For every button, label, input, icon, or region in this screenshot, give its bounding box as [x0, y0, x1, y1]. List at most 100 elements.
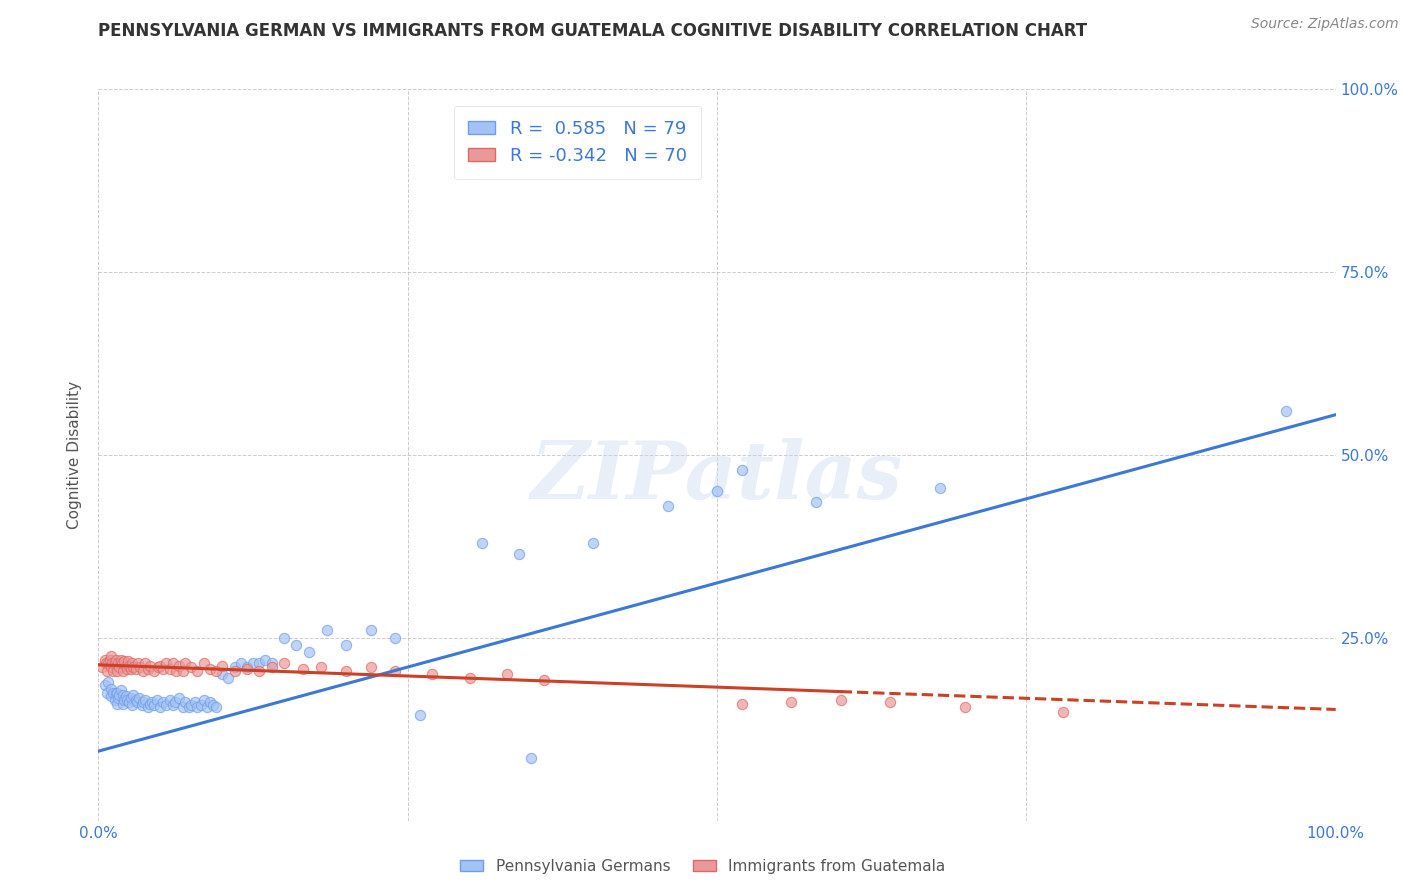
Point: [124, 693, 146, 707]
Point: [118, 695, 141, 709]
Point: [114, 658, 136, 673]
Point: [97, 674, 120, 689]
Point: [167, 690, 190, 705]
Point: [193, 693, 215, 707]
Point: [159, 693, 181, 707]
Point: [131, 698, 153, 712]
Point: [533, 673, 555, 688]
Point: [731, 697, 754, 711]
Point: [224, 664, 246, 678]
Point: [236, 660, 259, 674]
Point: [198, 661, 221, 675]
Point: [198, 695, 221, 709]
Point: [121, 698, 143, 712]
Point: [118, 658, 141, 673]
Point: [508, 547, 530, 561]
Point: [298, 645, 321, 659]
Point: [180, 698, 202, 712]
Point: [143, 698, 166, 712]
Point: [155, 698, 177, 712]
Point: [384, 664, 406, 678]
Point: [360, 624, 382, 638]
Point: [159, 661, 181, 675]
Point: [162, 698, 184, 712]
Point: [247, 664, 270, 678]
Point: [316, 624, 339, 638]
Point: [217, 671, 239, 685]
Point: [291, 661, 314, 675]
Point: [117, 654, 139, 668]
Point: [879, 695, 901, 709]
Point: [100, 660, 122, 674]
Point: [1275, 404, 1298, 418]
Point: [495, 667, 517, 681]
Point: [125, 695, 148, 709]
Point: [100, 649, 122, 664]
Point: [409, 707, 432, 722]
Point: [384, 631, 406, 645]
Point: [128, 690, 150, 705]
Point: [98, 653, 121, 667]
Point: [335, 664, 357, 678]
Point: [112, 688, 135, 702]
Y-axis label: Cognitive Disability: Cognitive Disability: [67, 381, 83, 529]
Point: [146, 660, 169, 674]
Point: [112, 654, 135, 668]
Point: [520, 751, 543, 765]
Point: [582, 535, 605, 549]
Point: [141, 695, 163, 709]
Point: [202, 698, 225, 712]
Point: [122, 688, 145, 702]
Point: [104, 686, 127, 700]
Text: PENNSYLVANIA GERMAN VS IMMIGRANTS FROM GUATEMALA COGNITIVE DISABILITY CORRELATIO: PENNSYLVANIA GERMAN VS IMMIGRANTS FROM G…: [98, 22, 1088, 40]
Point: [134, 657, 156, 671]
Text: Source: ZipAtlas.com: Source: ZipAtlas.com: [1251, 17, 1399, 31]
Point: [105, 664, 128, 678]
Point: [103, 686, 125, 700]
Point: [100, 681, 122, 696]
Point: [167, 658, 190, 673]
Point: [136, 661, 159, 675]
Point: [112, 693, 135, 707]
Point: [165, 695, 187, 709]
Point: [107, 657, 129, 671]
Point: [422, 667, 444, 681]
Point: [134, 693, 156, 707]
Point: [193, 657, 215, 671]
Point: [804, 495, 827, 509]
Point: [149, 658, 172, 673]
Point: [174, 657, 197, 671]
Point: [145, 693, 167, 707]
Point: [657, 499, 679, 513]
Point: [114, 690, 136, 704]
Point: [152, 661, 174, 675]
Point: [177, 700, 200, 714]
Point: [124, 661, 146, 675]
Point: [94, 657, 117, 671]
Point: [122, 660, 145, 674]
Point: [97, 657, 120, 671]
Point: [120, 690, 142, 705]
Point: [93, 678, 115, 692]
Point: [139, 658, 162, 673]
Point: [96, 664, 118, 678]
Point: [830, 693, 852, 707]
Point: [211, 667, 233, 681]
Point: [162, 657, 184, 671]
Point: [110, 653, 132, 667]
Point: [211, 658, 233, 673]
Point: [229, 657, 252, 671]
Point: [103, 664, 125, 678]
Point: [260, 657, 283, 671]
Point: [136, 700, 159, 714]
Point: [103, 657, 125, 671]
Point: [205, 700, 228, 714]
Point: [953, 700, 976, 714]
Point: [180, 660, 202, 674]
Point: [360, 660, 382, 674]
Point: [186, 700, 208, 714]
Point: [121, 657, 143, 671]
Point: [165, 664, 187, 678]
Point: [335, 638, 357, 652]
Point: [115, 693, 138, 707]
